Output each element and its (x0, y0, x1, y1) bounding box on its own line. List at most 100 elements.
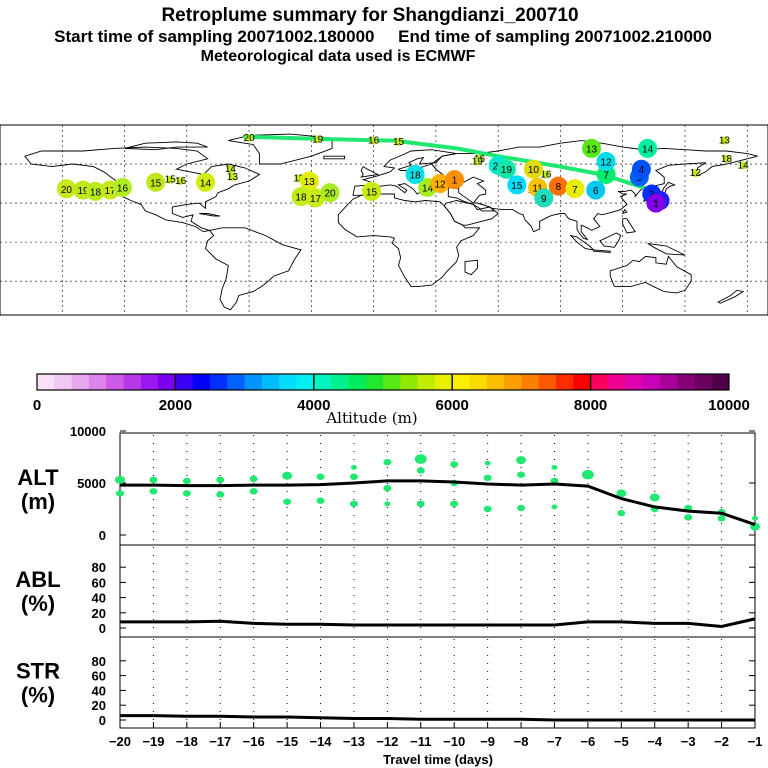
y-tick-label: 60 (92, 575, 106, 590)
colorbar-tick-label: 10000 (708, 397, 750, 414)
coastline (599, 232, 622, 248)
colorbar-tick-label: 6000 (436, 397, 469, 414)
map-cluster-label: 14 (642, 144, 654, 155)
map-cluster-label: 20 (324, 189, 336, 200)
x-axis-label: Travel time (days) (383, 752, 493, 767)
colorbar-label: Altitude (m) (325, 409, 417, 427)
colorbar-cell (88, 374, 107, 390)
y-tick-label: 80 (92, 560, 106, 575)
colorbar-cell (434, 374, 453, 390)
x-tick-label: −15 (276, 734, 298, 749)
map-cluster-label: 12 (434, 180, 446, 191)
map-cluster-label: 7 (603, 170, 609, 181)
colorbar-cell (123, 374, 142, 390)
y-axis-unit: (%) (21, 683, 55, 708)
x-tick-label: −2 (714, 734, 729, 749)
map-cluster-marker (534, 188, 554, 208)
colorbar-cell (192, 374, 211, 390)
alt-point (717, 515, 726, 522)
colorbar-cell (538, 374, 557, 390)
colorbar-cell (158, 374, 176, 390)
coastline (622, 218, 636, 234)
x-tick-label: −4 (647, 734, 663, 749)
coastline (360, 165, 380, 178)
coastline (621, 208, 628, 215)
map-small-dot (720, 136, 729, 145)
alt-point (517, 504, 526, 512)
colorbar-cell (54, 374, 72, 390)
panel-alt: 0 5000 10000 ALT(m) (17, 424, 760, 546)
colorbar-cell (227, 374, 245, 390)
map-cluster-marker (496, 159, 516, 179)
colorbar-cell (71, 374, 90, 390)
alt-point (383, 459, 392, 466)
colorbar-tick-label: 2000 (159, 397, 192, 414)
y-tick-label: 5000 (77, 476, 106, 491)
map-cluster-label: 14 (422, 183, 434, 194)
alt-point (414, 454, 427, 464)
colorbar-cell (175, 374, 194, 390)
x-tick-label: −12 (376, 734, 398, 749)
map-cluster-marker (112, 177, 132, 197)
map-cluster-label: 7 (572, 185, 578, 196)
time-series-panels: 0500010000ALT(m)020406080ABL(%)020406080… (15, 424, 762, 767)
alt-point (616, 489, 627, 498)
x-axis: −20 −19 −18 −17 −16 −15 −14 −13 −12 −11 −10 −9 −8 −7 −… (109, 722, 762, 767)
coastline (431, 140, 758, 241)
alt-point (182, 490, 191, 497)
alt-point (450, 461, 459, 468)
colorbar-cell (296, 374, 315, 390)
x-tick-label: −1 (748, 734, 763, 749)
alt-point (316, 473, 325, 480)
map-cluster-label: 10 (528, 165, 540, 176)
colorbar-cell (106, 374, 124, 390)
alt-point (551, 465, 558, 470)
coastline (323, 155, 346, 160)
alt-point (115, 475, 125, 484)
map-cluster-marker (507, 175, 527, 195)
map-clusters: 2019181716151413181720151412118201910151… (56, 138, 670, 213)
coastline (204, 227, 302, 311)
colorbar-cell (590, 374, 609, 390)
colorbar-cell (521, 374, 540, 390)
map-gridlines (0, 125, 768, 315)
alt-point (383, 485, 392, 492)
y-tick-label: 20 (92, 698, 106, 713)
y-tick-label: 0 (99, 528, 106, 543)
alt-point (551, 504, 558, 510)
alt-point (349, 473, 358, 480)
alt-point (149, 488, 158, 495)
alt-point (316, 497, 325, 504)
map-small-label: 16 (368, 136, 380, 147)
alt-point (483, 474, 492, 481)
map-small-dot (541, 170, 550, 179)
map-cluster-label: 18 (410, 170, 422, 181)
x-tick-label: −11 (410, 734, 431, 749)
x-tick-label: −14 (309, 734, 332, 749)
map-cluster-label: 15 (511, 181, 523, 192)
colorbar-cell (573, 374, 591, 390)
alt-point (249, 488, 258, 495)
colorbar-cell (261, 374, 280, 390)
title-line-1: Retroplume summary for Shangdianzi_20071… (161, 5, 578, 26)
y-tick-label: 40 (92, 683, 106, 698)
y-axis-unit: (%) (21, 591, 55, 616)
alt-point (550, 477, 559, 485)
alt-point (416, 467, 425, 474)
map-cluster-marker (299, 171, 319, 191)
alt-point (581, 469, 594, 480)
map-cluster-label: 15 (366, 187, 378, 198)
y-tick-label: 10000 (70, 424, 106, 439)
panel-frame (119, 432, 756, 546)
colorbar-cell (469, 374, 488, 390)
y-tick-label: 20 (92, 606, 106, 621)
alt-point (116, 490, 124, 497)
y-tick-label: 40 (92, 591, 106, 606)
colorbar-cell (642, 374, 661, 390)
coastline (443, 200, 499, 226)
colorbar-cell (400, 374, 418, 390)
x-tick-label: −19 (142, 734, 164, 749)
y-tick-label: 60 (92, 669, 106, 684)
alt-point (484, 460, 491, 466)
